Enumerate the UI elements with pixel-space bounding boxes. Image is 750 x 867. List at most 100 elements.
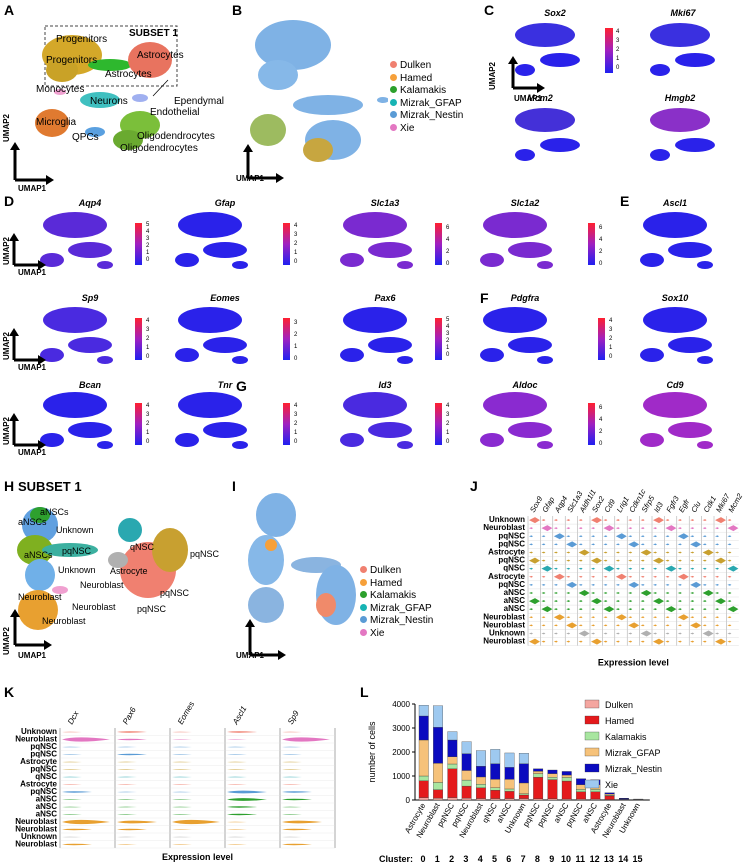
neurons-cluster [80,92,120,108]
k-row-label: pqNSC [30,742,57,751]
k-violin [282,798,312,801]
l-bar-segment [476,776,486,785]
j-violin [702,640,707,643]
j-violin [702,583,707,586]
umap-ascl1 [640,212,713,269]
gene-slc1a2: Slc1a2 [510,198,540,208]
k-violin [172,829,192,830]
j-violin [628,567,633,570]
k-violin [282,746,302,748]
l-bar-segment [547,769,558,774]
j-xlabel: Expression level [598,658,669,668]
j-violin [628,519,633,521]
l-legend-label: Mizrak_GFAP [605,748,661,758]
j-violin [615,592,620,594]
j-violin [603,600,608,602]
k-violin [117,746,137,748]
k-violin [62,819,110,825]
h-label-pqnsc3: pqNSC [160,588,190,598]
j-violin [653,551,657,554]
j-violin [578,543,583,546]
axis-umap1-a: UMAP1 [18,184,47,193]
l-bar-segment [447,731,458,741]
j-violin [715,638,726,645]
j-violin [628,535,633,538]
j-violin [653,567,657,570]
j-violin [715,592,719,594]
j-violin [640,567,645,570]
j-violin [665,606,677,613]
l-bar-segment [533,798,544,801]
j-violin [603,583,608,586]
j-violin [702,549,714,556]
k-violin [62,806,82,808]
gene-mki67: Mki67 [670,8,696,18]
j-violin [628,616,633,619]
k-violin [227,739,247,740]
k-row-label: Neuroblast [15,735,57,744]
k-violin [227,754,247,755]
j-violin [690,632,695,635]
j-violin [715,543,719,546]
legend-b-mizrak-gfap: Mizrak_GFAP [400,97,462,109]
j-violin [553,600,558,602]
j-violin [541,565,553,572]
j-violin [615,533,627,540]
umap-aldoc [480,392,553,449]
l-bar-segment [447,739,458,757]
l-bar-segment [504,791,515,799]
j-violin [566,541,578,548]
l-bar-segment [533,773,544,778]
l-ytick-label: 2000 [392,748,410,757]
j-violin [591,551,595,554]
axis-umap2-d1: UMAP2 [2,236,11,265]
j-violin [529,592,533,594]
legend-b-kalamakis: Kalamakis [400,85,447,96]
j-violin [665,592,670,594]
k-violin [227,769,247,770]
j-violin [529,616,533,619]
j-violin [615,573,627,580]
j-violin [677,608,682,611]
l-cluster-id: 1 [435,854,440,864]
j-violin [591,608,595,611]
j-violin [653,598,664,605]
k-violin [117,731,147,733]
k-violin [227,821,247,823]
gene-sp9: Sp9 [81,293,99,303]
j-violin [677,583,682,586]
j-violin [628,541,640,548]
umap-slc1a2 [480,212,553,269]
k-violin [172,754,192,755]
panel-label-b: B [232,2,243,18]
j-violin [628,527,633,530]
j-violin [727,565,739,572]
k-violin [117,784,137,785]
j-violin [578,608,583,611]
umap-bcan [40,392,113,449]
j-violin [690,551,695,554]
j-violin [615,527,620,530]
j-violin [690,592,695,594]
l-cluster-id: 11 [576,854,586,864]
l-cluster-id: 12 [590,854,600,864]
panel-a-umap [10,25,178,185]
j-violin [677,551,682,554]
umap-slc1a3 [340,212,413,269]
j-violin [553,559,558,562]
l-bar-segment [490,779,501,788]
j-violin [566,551,571,554]
h-label-qnsc: qNSC [130,542,155,552]
legend-i-xie: Xie [370,627,385,639]
j-violin [702,575,707,578]
h-label-ansc1: aNSCs [40,507,69,517]
k-violin [172,799,192,800]
k-violin [282,814,302,815]
gene-ascl1: Ascl1 [662,198,688,208]
j-violin [541,606,553,613]
j-violin [677,573,689,580]
j-row-label: aNSC [504,604,526,613]
j-violin [541,624,546,627]
